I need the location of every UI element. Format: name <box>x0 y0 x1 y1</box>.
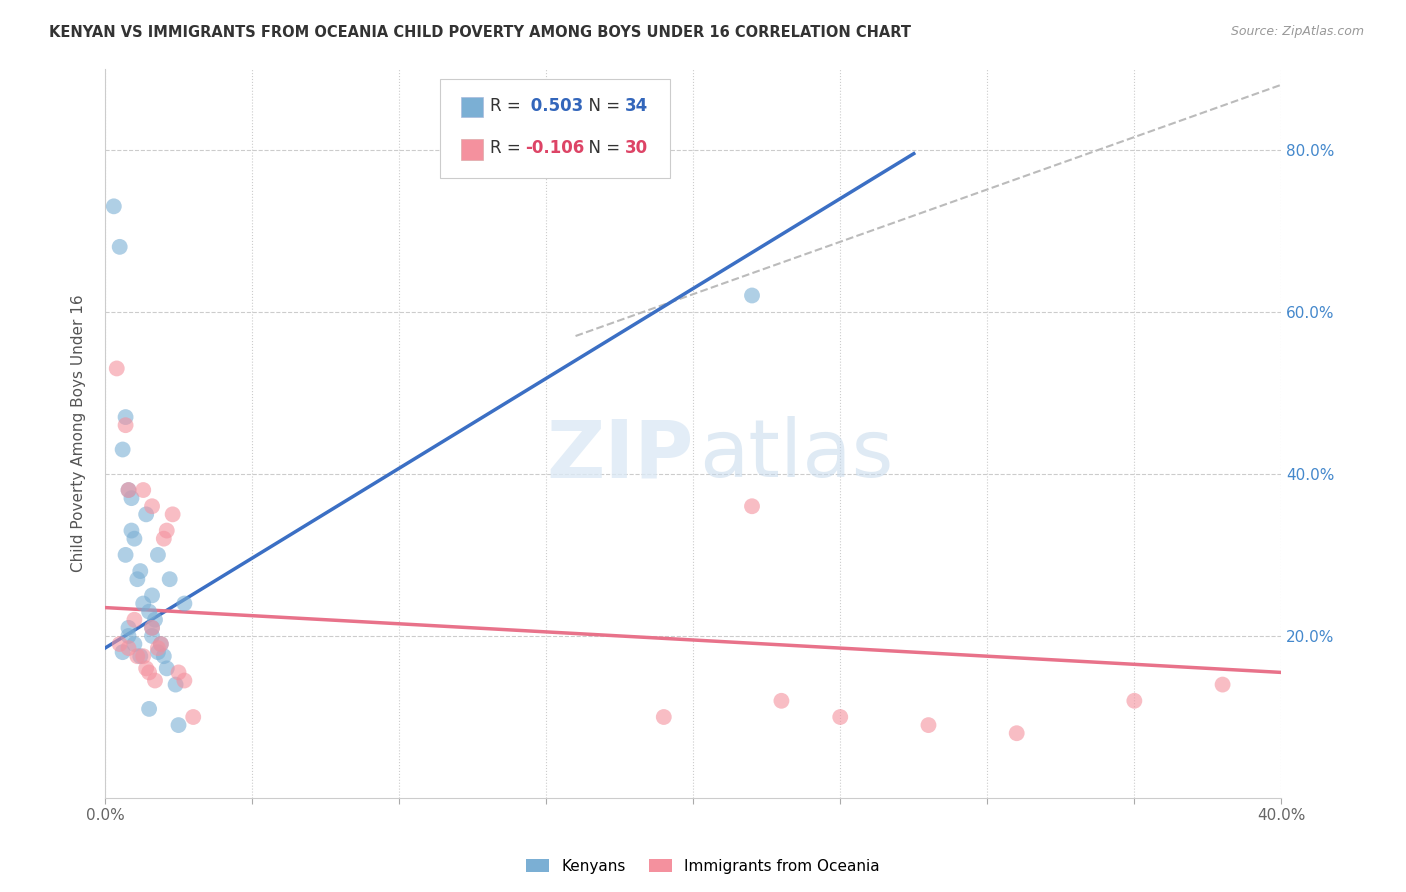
Point <box>181 710 204 724</box>
Point <box>124 637 146 651</box>
Point <box>103 199 125 213</box>
Point <box>167 665 190 680</box>
Point <box>120 524 142 538</box>
Point <box>127 649 149 664</box>
Point <box>105 361 128 376</box>
Point <box>135 508 157 522</box>
Point <box>146 641 169 656</box>
Point <box>124 613 146 627</box>
Point <box>141 500 163 514</box>
Point <box>129 564 152 578</box>
Point <box>143 613 166 627</box>
Point <box>741 500 763 514</box>
Text: N =: N = <box>578 139 626 157</box>
FancyBboxPatch shape <box>440 79 669 178</box>
Text: ZIP: ZIP <box>546 417 693 494</box>
Point <box>167 718 190 732</box>
Point <box>108 637 131 651</box>
Point <box>652 710 675 724</box>
Text: -0.106: -0.106 <box>524 139 585 157</box>
Text: 30: 30 <box>624 139 648 157</box>
Point <box>173 673 195 688</box>
Point <box>770 694 793 708</box>
Point <box>111 442 134 457</box>
Text: 34: 34 <box>624 96 648 115</box>
Point <box>117 629 139 643</box>
Point <box>138 665 160 680</box>
Point <box>141 589 163 603</box>
Point <box>135 661 157 675</box>
Text: Source: ZipAtlas.com: Source: ZipAtlas.com <box>1230 25 1364 38</box>
Point <box>120 491 142 505</box>
Text: atlas: atlas <box>699 417 893 494</box>
Point <box>132 597 155 611</box>
Point <box>156 524 179 538</box>
Point <box>138 702 160 716</box>
Text: KENYAN VS IMMIGRANTS FROM OCEANIA CHILD POVERTY AMONG BOYS UNDER 16 CORRELATION : KENYAN VS IMMIGRANTS FROM OCEANIA CHILD … <box>49 25 911 40</box>
Point <box>153 649 176 664</box>
Point <box>141 629 163 643</box>
Point <box>830 710 852 724</box>
Point <box>156 661 179 675</box>
Point <box>117 641 139 656</box>
Point <box>162 508 184 522</box>
Point <box>138 605 160 619</box>
Text: R =: R = <box>489 139 526 157</box>
Point <box>108 240 131 254</box>
Point <box>1123 694 1146 708</box>
Point <box>124 532 146 546</box>
Text: R =: R = <box>489 96 526 115</box>
Point <box>114 548 136 562</box>
Y-axis label: Child Poverty Among Boys Under 16: Child Poverty Among Boys Under 16 <box>72 294 86 572</box>
Point <box>143 673 166 688</box>
Point <box>132 649 155 664</box>
Point <box>141 621 163 635</box>
Point <box>146 645 169 659</box>
Point <box>117 621 139 635</box>
Point <box>153 532 176 546</box>
Point <box>159 572 181 586</box>
FancyBboxPatch shape <box>461 139 482 160</box>
Point <box>117 483 139 497</box>
Point <box>111 645 134 659</box>
Text: N =: N = <box>578 96 626 115</box>
Point <box>117 483 139 497</box>
Point <box>165 677 187 691</box>
Point <box>173 597 195 611</box>
Legend: Kenyans, Immigrants from Oceania: Kenyans, Immigrants from Oceania <box>520 853 886 880</box>
Point <box>129 649 152 664</box>
Point <box>917 718 939 732</box>
Text: 0.503: 0.503 <box>524 96 583 115</box>
Point <box>741 288 763 302</box>
Point <box>146 548 169 562</box>
Point <box>141 621 163 635</box>
Point <box>132 483 155 497</box>
Point <box>127 572 149 586</box>
FancyBboxPatch shape <box>461 97 482 118</box>
Point <box>149 637 172 651</box>
Point <box>149 637 172 651</box>
Point <box>1212 677 1234 691</box>
Point <box>1005 726 1028 740</box>
Point <box>114 418 136 433</box>
Point <box>114 410 136 425</box>
